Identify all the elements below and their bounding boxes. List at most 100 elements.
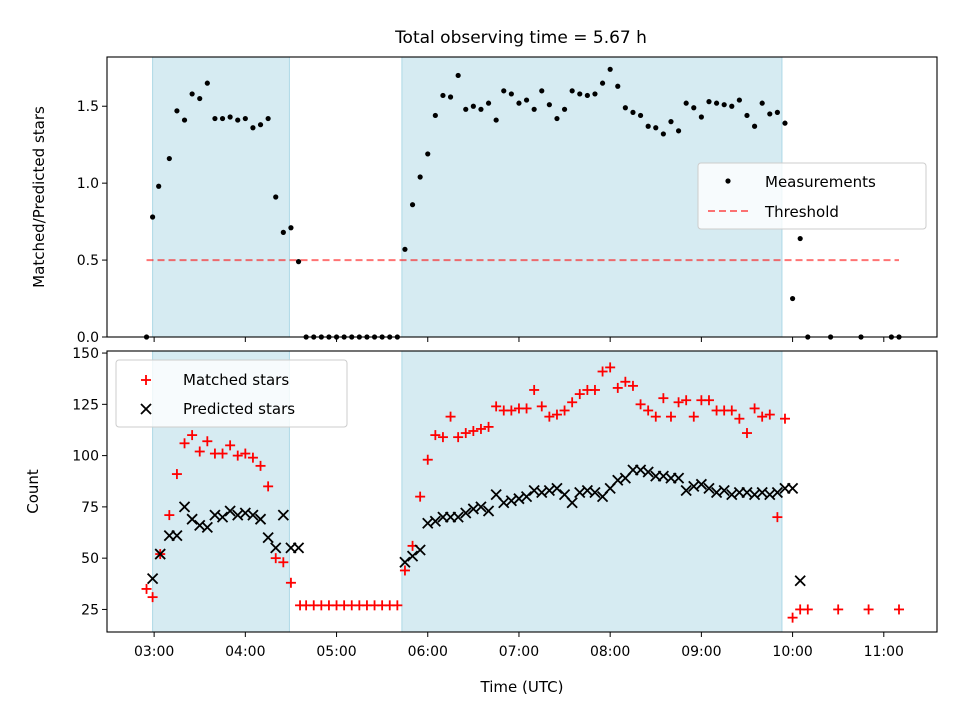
measurement-point [189, 91, 195, 97]
series-predicted-stars [146, 464, 806, 587]
cross-b [277, 509, 289, 521]
matched-star-point [787, 612, 798, 623]
matched-star-point [194, 446, 205, 457]
legend-label-matched: Matched stars [183, 371, 289, 389]
legend-box [697, 162, 927, 230]
matched-star-point [643, 405, 654, 416]
measurement-point [257, 122, 264, 128]
matched-star-point [749, 403, 760, 414]
cross-b [414, 544, 426, 556]
cross-b [764, 488, 776, 501]
matched-star-point [460, 428, 471, 439]
measurement-point [455, 72, 461, 79]
matched-star-point [635, 399, 646, 410]
matched-star-point [521, 403, 532, 414]
matched-star-point [475, 423, 486, 434]
measurement-point [653, 125, 659, 131]
measurement-point [402, 246, 408, 252]
measurement-point [546, 102, 552, 108]
y-tick-label: 100 [72, 449, 99, 465]
measurement-point [197, 95, 203, 102]
matched-star-point [574, 389, 585, 400]
matched-star-point [392, 600, 403, 611]
matched-star-point [202, 436, 213, 447]
x-tick-label: 09:00 [681, 644, 721, 660]
predicted-star-point [270, 542, 282, 554]
cross-b [680, 484, 692, 497]
cross-b [467, 503, 479, 515]
cross-b [178, 501, 191, 513]
matched-star-point [468, 425, 479, 436]
measurement-point [470, 103, 476, 109]
predicted-star-point [171, 529, 183, 542]
cross-b [452, 511, 464, 523]
measurement-point [660, 131, 666, 137]
y-tick-label: 150 [72, 346, 99, 362]
measurement-point [759, 100, 765, 106]
matched-star-point [255, 460, 266, 471]
measurement-point [683, 100, 689, 106]
x-tick-label: 04:00 [225, 644, 265, 660]
y-tick-label: 1.5 [77, 99, 99, 115]
cross-b [399, 556, 411, 568]
cross-b [703, 482, 715, 495]
predicted-star-point [672, 472, 685, 484]
measurement-point [523, 97, 530, 103]
predicted-star-point [642, 466, 654, 478]
cross-b [574, 486, 586, 499]
y-tick-label: 50 [81, 551, 99, 567]
predicted-star-point [452, 511, 464, 523]
measurement-point [615, 83, 621, 89]
matched-star-point [741, 428, 752, 439]
matched-star-point [483, 421, 494, 432]
y-tick-label: 75 [81, 500, 99, 516]
cross-b [589, 486, 601, 499]
cross-b [612, 474, 624, 486]
x-tick-label: 07:00 [499, 644, 539, 660]
cross-b [710, 486, 723, 499]
y-tick-label: 125 [72, 397, 99, 413]
matched-star-point [681, 395, 692, 406]
predicted-star-point [262, 532, 274, 544]
measurement-point [668, 119, 674, 125]
cross-b [186, 513, 198, 525]
predicted-star-point [695, 478, 708, 490]
x-tick-label: 11:00 [864, 644, 904, 660]
series-matched-stars [141, 362, 904, 623]
axes-frame [106, 56, 938, 338]
matched-star-point [164, 510, 175, 521]
count-panel: 25 50 75 100 125 150 03:00 04:00 05:00 06:00 07:00… [24, 346, 938, 696]
measurement-point [782, 120, 788, 126]
legend-predicted-b [140, 403, 152, 415]
cross-b [146, 573, 159, 585]
measurement-point [242, 115, 248, 122]
measurement-point [645, 123, 651, 129]
cross-b [475, 501, 487, 513]
matched-star-point [833, 604, 844, 615]
legend-label-predicted: Predicted stars [183, 400, 295, 418]
cross-b [270, 542, 282, 554]
legend-label-threshold: Threshold [764, 203, 839, 221]
measurement-point [181, 117, 188, 123]
series-measurements [143, 66, 902, 340]
matched-star-point [171, 469, 182, 480]
matched-star-point [179, 438, 190, 449]
measurement-point [166, 155, 172, 162]
measurement-point [288, 225, 294, 231]
matched-star-point [232, 450, 243, 461]
measurement-point [250, 125, 256, 131]
cross-b [642, 466, 654, 478]
predicted-star-point [414, 544, 426, 556]
matched-star-point [703, 395, 714, 406]
measurement-point [204, 80, 210, 86]
cross-b [726, 488, 738, 501]
matched-star-point [605, 362, 616, 373]
measurement-point [577, 91, 583, 97]
matched-star-point [863, 604, 874, 615]
measurement-point [425, 151, 431, 157]
predicted-star-point [178, 501, 191, 513]
predicted-star-point [794, 575, 806, 587]
x-tick-label: 05:00 [316, 644, 356, 660]
measurement-point [432, 112, 438, 119]
cross-b [718, 484, 730, 497]
